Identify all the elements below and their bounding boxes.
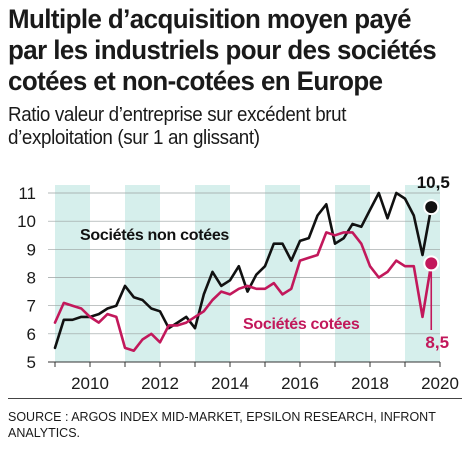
series-line-non-cotees [53,191,433,350]
footer-divider [8,398,462,399]
end-label-non-cotees: 10,5 [417,173,450,192]
end-marker-non-cotees [423,199,440,216]
series-label-non-cotees: Sociétés non cotées [80,227,229,244]
year-band [335,185,370,362]
x-tick-label: 2018 [351,374,389,393]
y-tick-label: 7 [27,297,36,316]
year-band [125,185,160,362]
y-tick-label: 10 [17,212,36,231]
year-band [265,185,300,362]
source-note: SOURCE : ARGOS INDEX MID-MARKET, EPSILON… [8,410,436,440]
chart-title: Multiple d’acquisition moyen payé par le… [8,4,437,96]
x-tick-label: 2016 [281,374,319,393]
y-tick-label: 11 [18,184,36,203]
chart-subtitle: Ratio valeur d’entreprise sur excédent b… [8,104,347,149]
x-tick-label: 2012 [141,374,179,393]
end-marker-cotees [423,255,440,272]
y-tick-label: 9 [27,240,36,259]
end-label-cotees: 8,5 [425,333,449,352]
y-tick-label: 8 [27,269,36,288]
series-line-cotees [53,231,433,353]
x-tick-label: 2020 [421,374,459,393]
x-tick-label: 2014 [211,374,249,393]
x-tick-label: 2010 [71,374,109,393]
y-tick-label: 5 [27,353,36,372]
line-chart: 5 6 7 8 9 10 11 2010 2012 2014 2016 2018 2020 10,5 8,5… [17,173,459,393]
y-tick-label: 6 [27,325,36,344]
series-label-cotees: Sociétés cotées [243,316,360,333]
